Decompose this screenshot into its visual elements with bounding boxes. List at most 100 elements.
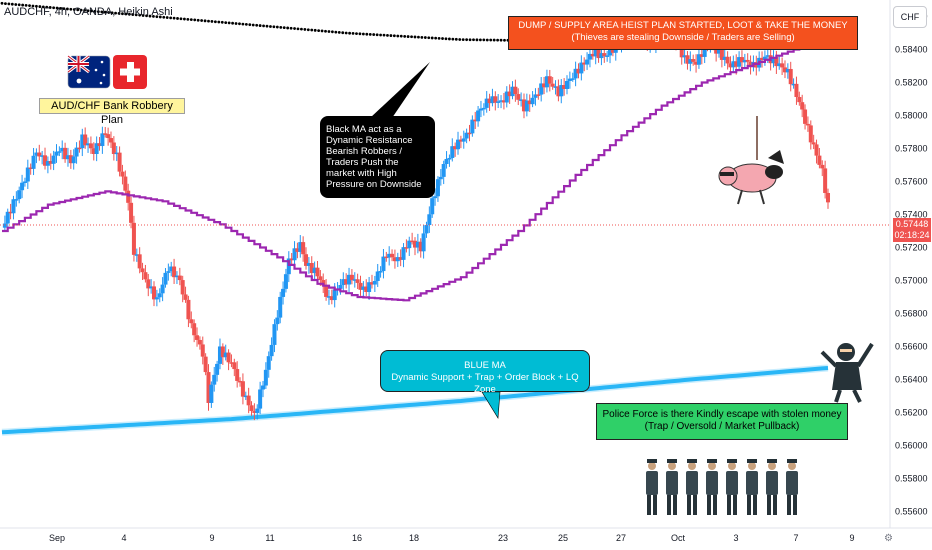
black-ma-dot	[100, 10, 104, 14]
candle-body	[51, 155, 56, 164]
time-axis[interactable]: Sep 4 9 11 16 18 23 25 27 Oct 3 7 9	[49, 533, 855, 543]
black-ma-dot	[334, 30, 338, 34]
black-ma-dot	[499, 38, 503, 42]
x-tick-label: 16	[352, 533, 362, 543]
candle-body	[65, 155, 70, 160]
black-ma-dot	[406, 35, 410, 38]
candle-body	[372, 280, 377, 285]
candle-body	[527, 100, 532, 105]
candle-body	[11, 199, 16, 214]
currency-badge[interactable]: CHF	[893, 6, 927, 28]
black-ma-dot	[124, 12, 128, 16]
candle-body	[14, 199, 19, 201]
candle-body	[427, 214, 432, 226]
black-ma-dot	[355, 32, 358, 35]
candle-body	[80, 134, 85, 149]
candle-body	[536, 94, 541, 96]
black-ma-dot	[24, 3, 28, 7]
officer-leg	[787, 495, 791, 515]
officer-leg	[673, 495, 677, 515]
candle-body	[2, 223, 7, 228]
candle-body	[249, 405, 254, 412]
black-ma-dot	[203, 19, 207, 23]
australia-flag-icon	[67, 54, 111, 89]
black-ma-dot	[210, 20, 214, 23]
officer-body	[726, 471, 738, 495]
candle-body	[326, 296, 331, 298]
candle-body	[57, 151, 62, 153]
candle-body	[737, 57, 742, 67]
black-ma-dot	[303, 28, 307, 31]
black-ma-dot	[121, 12, 124, 16]
candle-body	[223, 352, 228, 358]
officer-leg	[667, 495, 671, 515]
candle-body	[410, 240, 415, 243]
candle-body	[453, 146, 458, 150]
candle-body	[306, 263, 311, 266]
candle-body	[68, 155, 73, 164]
candle-body	[484, 98, 489, 108]
black-ma-dot	[444, 37, 448, 41]
black-ma-dot	[69, 7, 73, 11]
candles	[2, 21, 831, 421]
candle-body	[493, 96, 498, 103]
x-tick-label: 27	[616, 533, 626, 543]
x-tick-label: 4	[121, 533, 126, 543]
black-ma-dot	[423, 36, 427, 39]
black-ma-dot	[289, 26, 293, 30]
black-ma-dot	[4, 2, 7, 5]
candle-body	[504, 91, 509, 103]
candle-body	[567, 78, 572, 81]
black-ma-dot	[468, 38, 472, 42]
black-ma-dot	[72, 8, 76, 11]
black-ma-dot	[472, 38, 475, 42]
symbol-title[interactable]: AUDCHF, 4h, OANDA, Heikin Ashi	[4, 6, 173, 18]
candle-body	[255, 408, 260, 413]
black-ma-dot	[48, 6, 52, 9]
price-axis[interactable]: 0.586000.584000.582000.580000.578000.576…	[895, 12, 928, 517]
candle-body	[573, 68, 578, 79]
candle-body	[226, 352, 231, 363]
black-ma-dot	[186, 17, 190, 21]
black-ma-dot	[403, 34, 407, 38]
candle-body	[412, 240, 418, 248]
x-tick-label: Oct	[671, 533, 686, 543]
candle-body	[544, 76, 549, 88]
black-ma-dot	[358, 32, 362, 36]
candle-body	[390, 253, 395, 258]
candle-body	[524, 100, 529, 112]
settings-icon[interactable]: ⚙	[884, 533, 893, 544]
candle-body	[685, 55, 690, 64]
candle-body	[585, 59, 590, 65]
officer-cap	[647, 459, 657, 463]
black-ma-dot	[368, 32, 372, 36]
police-officers-icon	[646, 459, 798, 515]
candle-body	[206, 372, 211, 403]
black-ma-dot	[475, 38, 479, 42]
candle-body	[450, 146, 455, 158]
candle-body	[814, 144, 819, 156]
candle-body	[570, 78, 575, 80]
black-ma-dot	[52, 6, 56, 10]
blue-ma-note-desc: Dynamic Support + Trap + Order Block + L…	[391, 372, 579, 395]
candle-body	[760, 57, 765, 61]
candle-body	[278, 296, 283, 318]
officer-cap	[767, 459, 777, 463]
candle-body	[203, 356, 208, 373]
y-tick-label: 0.55800	[895, 474, 928, 484]
candle-body	[272, 324, 277, 345]
candle-body	[332, 289, 337, 301]
candle-body	[369, 282, 374, 285]
blue-ma-callout-pointer	[481, 391, 501, 419]
candle-body	[467, 132, 472, 135]
candle-body	[780, 63, 785, 68]
candle-body	[123, 176, 128, 191]
x-tick-label: 23	[498, 533, 508, 543]
black-ma-dot	[361, 32, 365, 36]
candle-body	[461, 138, 466, 142]
candle-body	[180, 280, 185, 295]
candle-body	[602, 53, 607, 57]
current-price-tag: 0.57448 02:18:24	[893, 218, 931, 242]
candle-body	[496, 101, 501, 103]
